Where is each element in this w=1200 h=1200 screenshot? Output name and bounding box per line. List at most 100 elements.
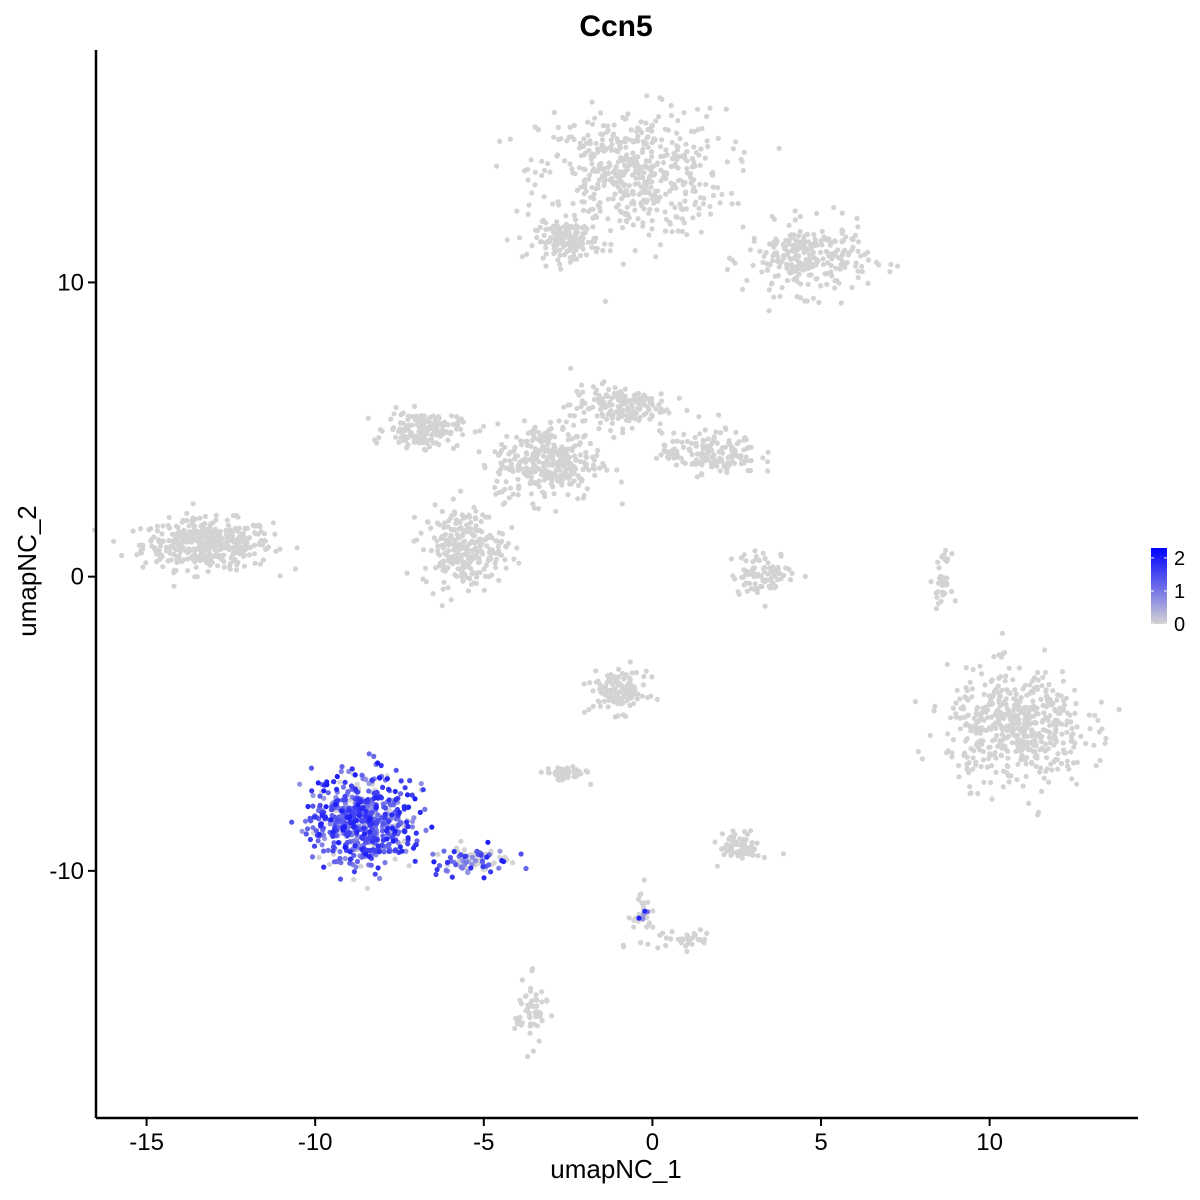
cell-point [873,259,879,265]
cell-point [609,420,615,426]
cell-point [649,154,655,160]
cell-point [480,864,486,870]
cell-point [604,129,610,135]
cell-point [649,412,655,418]
cell-point [855,224,861,230]
cell-point [619,209,625,215]
cell-point [148,526,154,532]
cell-point [655,198,661,204]
cell-point [1116,706,1122,713]
cell-point [993,725,999,732]
cell-point [428,525,434,531]
cell-point [1037,769,1043,775]
cell-point [192,523,198,529]
cell-point [933,606,940,612]
cell-point [206,551,213,557]
cell-point [526,202,532,208]
cell-point [422,565,429,571]
cell-point [730,146,737,152]
cell-point [939,582,945,588]
cell-point [597,682,603,688]
cell-point [587,440,594,447]
cell-point [384,836,390,842]
cell-point [362,813,369,819]
cell-point [539,1018,545,1024]
cell-point [1067,712,1073,718]
cell-point [726,255,733,261]
cell-point [598,406,604,412]
cell-point [659,137,665,143]
cell-point [175,541,182,547]
cell-point [574,388,580,394]
cell-point [547,169,553,175]
cell-point [747,247,754,253]
cell-point [593,169,600,175]
cell-point [636,163,642,169]
cell-point [537,224,543,230]
cell-point [646,396,652,402]
cell-point [699,126,705,132]
cell-point [997,693,1003,700]
cell-point [693,440,699,446]
cell-point [663,170,670,176]
cell-point [1026,716,1032,722]
cell-point [246,552,252,558]
cell-point [773,583,779,590]
cell-point [814,210,820,216]
legend-tick-label: 2 [1174,548,1185,570]
cell-point [599,381,606,387]
cell-point [462,514,468,521]
cell-point [976,718,982,724]
cell-point [705,436,711,442]
cell-point [865,280,871,286]
cell-point [611,434,617,441]
cell-point [754,590,761,596]
cell-point [467,548,473,554]
cell-point [612,385,618,391]
cell-point [543,226,549,232]
cell-point [137,526,144,532]
cell-point [365,836,371,842]
cell-point [317,793,323,799]
cell-point [1013,691,1020,697]
cell-point [143,560,149,566]
cell-point [1027,746,1033,753]
cell-point [472,429,478,435]
cell-point [224,517,230,523]
cell-point [1012,687,1018,693]
cell-point [389,812,395,818]
cell-point [700,201,707,207]
cell-point [806,265,812,271]
cell-point [456,526,462,532]
cell-point [375,812,381,818]
cell-point [385,825,391,831]
cell-point [717,468,723,474]
cell-point [529,966,536,972]
cell-point [808,261,815,267]
cell-point [585,208,592,214]
cell-point [764,459,771,465]
cell-point [689,440,695,446]
cell-point [584,486,591,492]
cell-point [604,680,610,686]
cell-point [251,551,258,557]
cell-point [190,515,196,521]
cell-point [760,455,766,461]
cell-point [838,261,844,268]
cell-point [556,136,562,143]
cell-point [1043,704,1049,710]
cell-point [791,242,797,248]
cell-point [194,533,200,539]
cell-point [351,852,357,858]
cell-point [791,232,797,238]
cell-point [714,440,720,446]
cell-point [617,145,623,151]
cell-point [631,159,638,165]
cell-point [166,514,172,521]
cell-point [376,849,382,855]
cell-point [1012,705,1018,712]
cell-point [1074,781,1080,787]
cell-point [436,522,442,528]
cell-point [498,447,505,454]
